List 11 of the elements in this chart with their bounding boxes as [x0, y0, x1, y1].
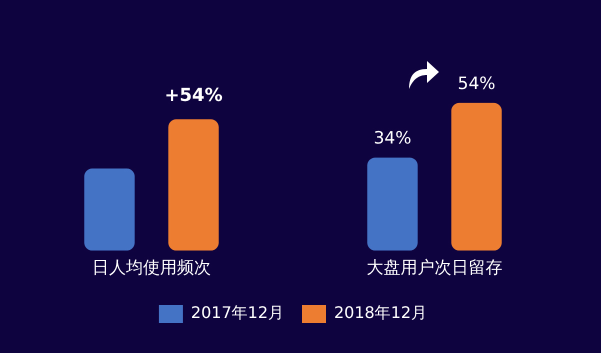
data-label: 34% — [374, 128, 412, 148]
bar — [168, 119, 219, 251]
legend-label: 2017年12月 — [190, 303, 284, 322]
x-tick-label: 日人均使用频次 — [92, 258, 211, 278]
data-label: 54% — [458, 74, 496, 94]
legend-label: 2018年12月 — [334, 303, 428, 322]
bar — [84, 168, 135, 251]
x-tick-label: 大盘用户次日留存 — [366, 258, 502, 278]
annotation: +54% — [164, 84, 223, 106]
bar — [451, 102, 502, 251]
bar — [367, 158, 418, 251]
